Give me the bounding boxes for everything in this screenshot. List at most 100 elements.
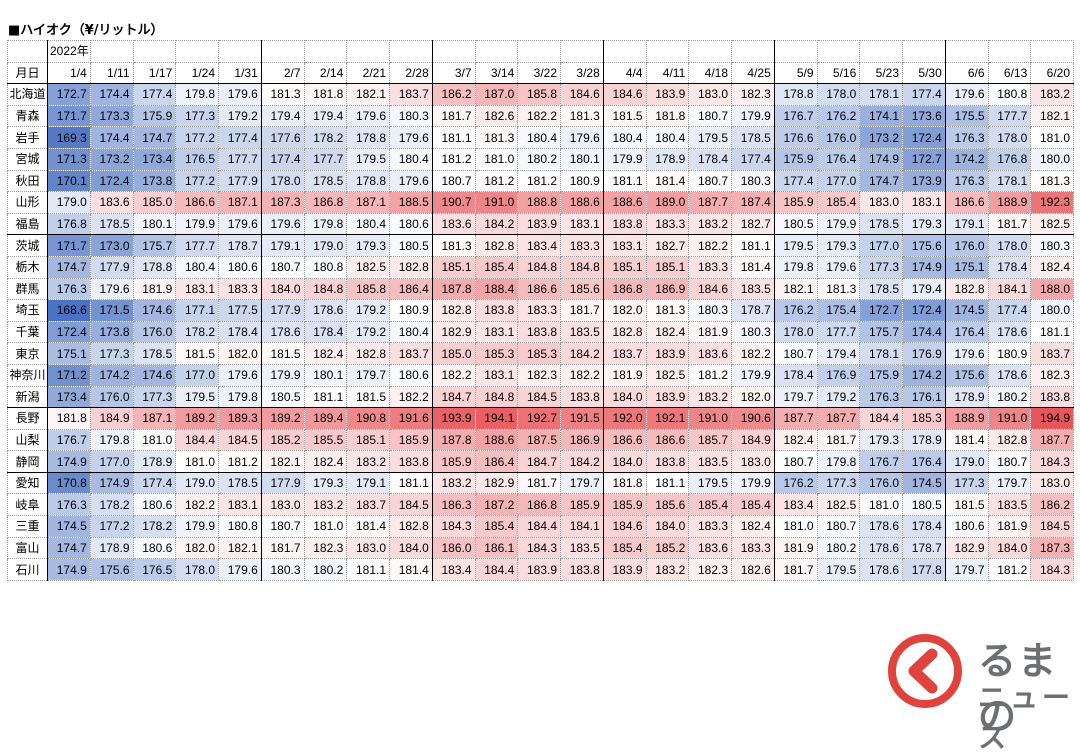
price-cell: 184.9: [89, 407, 134, 430]
price-cell: 173.8: [89, 320, 134, 344]
price-cell: 184.8: [303, 277, 348, 301]
price-cell: 179.5: [688, 126, 732, 149]
price-cell: 184.7: [431, 385, 476, 409]
price-cell: 176.2: [816, 104, 861, 128]
price-cell: 178.5: [132, 342, 177, 365]
price-cell: 179.4: [260, 104, 305, 128]
price-cell: 176.2: [773, 471, 818, 495]
price-cell: 180.4: [346, 212, 390, 236]
price-cell: 178.5: [859, 277, 903, 301]
price-cell: 170.1: [47, 169, 91, 193]
price-cell: 183.0: [1030, 471, 1074, 495]
price-cell: 176.3: [944, 126, 989, 149]
header-empty: [1030, 40, 1074, 63]
price-cell: 182.6: [731, 558, 775, 581]
price-cell: 183.1: [474, 320, 519, 344]
price-cell: 187.7: [688, 191, 732, 214]
price-cell: 180.4: [389, 320, 433, 344]
price-cell: 185.4: [602, 536, 647, 560]
price-cell: 176.8: [47, 212, 91, 236]
price-cell: 175.6: [944, 363, 989, 387]
price-cell: 178.4: [218, 320, 262, 344]
price-cell: 177.3: [89, 342, 134, 365]
price-cell: 177.8: [902, 558, 946, 581]
price-cell: 181.2: [987, 558, 1032, 581]
price-cell: 181.1: [1030, 320, 1074, 344]
price-cell: 180.7: [773, 342, 818, 365]
price-cell: 181.9: [688, 320, 732, 344]
price-cell: 178.0: [260, 169, 305, 193]
price-cell: 186.8: [303, 191, 348, 214]
prefecture-label: 山形: [7, 191, 48, 214]
price-cell: 182.1: [773, 277, 818, 301]
price-cell: 181.1: [346, 558, 390, 581]
price-cell: 188.6: [602, 191, 647, 214]
price-cell: 180.4: [645, 126, 690, 149]
price-cell: 177.2: [175, 126, 219, 149]
price-cell: 180.3: [731, 320, 775, 344]
price-cell: 189.0: [645, 191, 690, 214]
price-cell: 178.6: [303, 299, 348, 322]
prefecture-label: 群馬: [7, 277, 48, 301]
price-cell: 178.4: [987, 255, 1032, 279]
price-cell: 181.3: [1030, 169, 1074, 193]
price-cell: 179.6: [389, 126, 433, 149]
price-cell: 179.7: [944, 558, 989, 581]
price-cell: 184.6: [688, 277, 732, 301]
price-cell: 185.2: [645, 536, 690, 560]
table-row: 愛知 170.8 174.9 177.4 179.0 178.5 177.9 179.3 179…: [7, 471, 1074, 495]
price-cell: 179.0: [47, 191, 91, 214]
price-cell: 181.8: [645, 104, 690, 128]
price-cell: 176.4: [944, 320, 989, 344]
price-cell: 181.2: [431, 147, 476, 171]
price-cell: 186.2: [1030, 493, 1074, 517]
price-cell: 180.8: [987, 83, 1032, 106]
price-cell: 183.3: [731, 536, 775, 560]
price-cell: 171.7: [47, 234, 91, 257]
prefecture-label: 宮城: [7, 147, 48, 171]
price-cell: 182.8: [346, 342, 390, 365]
price-cell: 187.0: [474, 83, 519, 106]
price-cell: 181.5: [602, 104, 647, 128]
price-cell: 185.9: [560, 493, 604, 517]
price-cell: 177.9: [218, 169, 262, 193]
price-cell: 180.3: [688, 299, 732, 322]
price-cell: 178.1: [859, 83, 903, 106]
price-cell: 182.4: [1030, 255, 1074, 279]
price-cell: 186.2: [431, 83, 476, 106]
price-cell: 180.4: [389, 147, 433, 171]
price-cell: 186.6: [602, 428, 647, 452]
price-cell: 182.3: [688, 558, 732, 581]
price-cell: 181.3: [816, 277, 861, 301]
price-cell: 179.2: [218, 104, 262, 128]
price-cell: 185.6: [560, 277, 604, 301]
price-cell: 183.0: [859, 191, 903, 214]
price-cell: 176.4: [902, 450, 946, 473]
price-cell: 174.9: [859, 147, 903, 171]
price-cell: 181.7: [517, 471, 561, 495]
price-cell: 175.6: [902, 234, 946, 257]
price-cell: 181.3: [645, 299, 690, 322]
price-cell: 186.8: [517, 493, 561, 517]
price-cell: 184.5: [1030, 515, 1074, 538]
price-cell: 177.4: [902, 83, 946, 106]
price-cell: 172.4: [89, 169, 134, 193]
price-cell: 180.9: [987, 342, 1032, 365]
price-cell: 182.4: [645, 320, 690, 344]
table-row: 富山 174.7 178.9 180.6 182.0 182.1 181.7 182.3 183…: [7, 536, 1074, 560]
price-cell: 179.8: [89, 428, 134, 452]
price-cell: 184.6: [602, 515, 647, 538]
price-cell: 184.4: [175, 428, 219, 452]
price-cell: 176.6: [773, 126, 818, 149]
header-empty: [346, 40, 390, 63]
price-cell: 174.2: [89, 363, 134, 387]
price-cell: 180.7: [688, 104, 732, 128]
price-cell: 187.4: [731, 191, 775, 214]
price-cell: 182.1: [1030, 104, 1074, 128]
price-cell: 180.6: [944, 515, 989, 538]
price-cell: 182.3: [731, 83, 775, 106]
price-cell: 194.9: [1030, 407, 1074, 430]
price-cell: 179.6: [218, 212, 262, 236]
price-cell: 181.0: [859, 493, 903, 517]
price-cell: 178.5: [89, 212, 134, 236]
